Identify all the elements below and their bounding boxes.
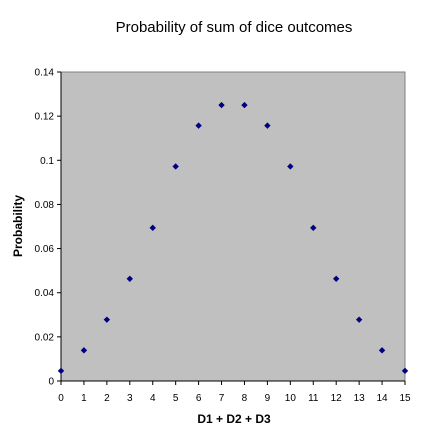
x-tick-label: 5 [173, 393, 179, 404]
x-axis: 0 1 2 3 4 5 6 7 8 9 10 11 12 13 14 15 [58, 381, 411, 404]
data-point [80, 347, 88, 354]
data-point [103, 316, 111, 323]
y-tick-label: 0.08 [35, 200, 55, 211]
x-axis-label: D1 + D2 + D3 [197, 412, 271, 426]
y-tick-label: 0.02 [35, 332, 55, 343]
data-point [218, 101, 225, 109]
x-tick-label: 0 [58, 393, 64, 404]
data-point [355, 316, 363, 323]
x-tick-label: 1 [81, 393, 87, 404]
x-tick-label: 9 [265, 393, 271, 404]
x-tick-label: 14 [377, 393, 389, 404]
data-point [401, 367, 409, 375]
axes [60, 72, 405, 382]
data-point [378, 347, 386, 354]
y-tick-label: 0.14 [35, 68, 55, 79]
x-tick-label: 12 [331, 393, 343, 404]
x-tick-label: 2 [104, 393, 110, 404]
x-tick-label: 15 [399, 393, 411, 404]
x-tick-label: 8 [242, 393, 248, 404]
y-tick-label: 0 [48, 377, 54, 388]
data-point [333, 275, 340, 283]
data-point [149, 224, 156, 232]
x-tick-label: 10 [285, 393, 297, 404]
data-point [57, 367, 65, 375]
data-point [126, 275, 133, 283]
chart-title: Probability of sum of dice outcomes [116, 19, 353, 36]
y-tick-label: 0.12 [35, 112, 55, 123]
x-tick-label: 3 [127, 393, 133, 404]
data-point [310, 224, 317, 232]
data-point [287, 163, 294, 170]
x-tick-label: 11 [308, 393, 319, 404]
x-tick-label: 4 [150, 393, 156, 404]
x-tick-label: 13 [354, 393, 366, 404]
x-tick-label: 7 [219, 393, 225, 404]
y-tick-label: 0.1 [40, 156, 54, 167]
data-points [57, 101, 409, 375]
data-point [195, 122, 202, 129]
data-point [264, 122, 271, 129]
y-axis: 0 0.02 0.04 0.06 0.08 0.1 0.12 0.14 [35, 68, 61, 388]
y-tick-label: 0.04 [35, 288, 55, 299]
x-tick-label: 6 [196, 393, 202, 404]
plot-area [60, 71, 406, 382]
y-axis-label: Probability [11, 195, 25, 257]
y-tick-label: 0.06 [35, 244, 55, 255]
data-point [172, 163, 179, 170]
data-point [241, 101, 248, 109]
